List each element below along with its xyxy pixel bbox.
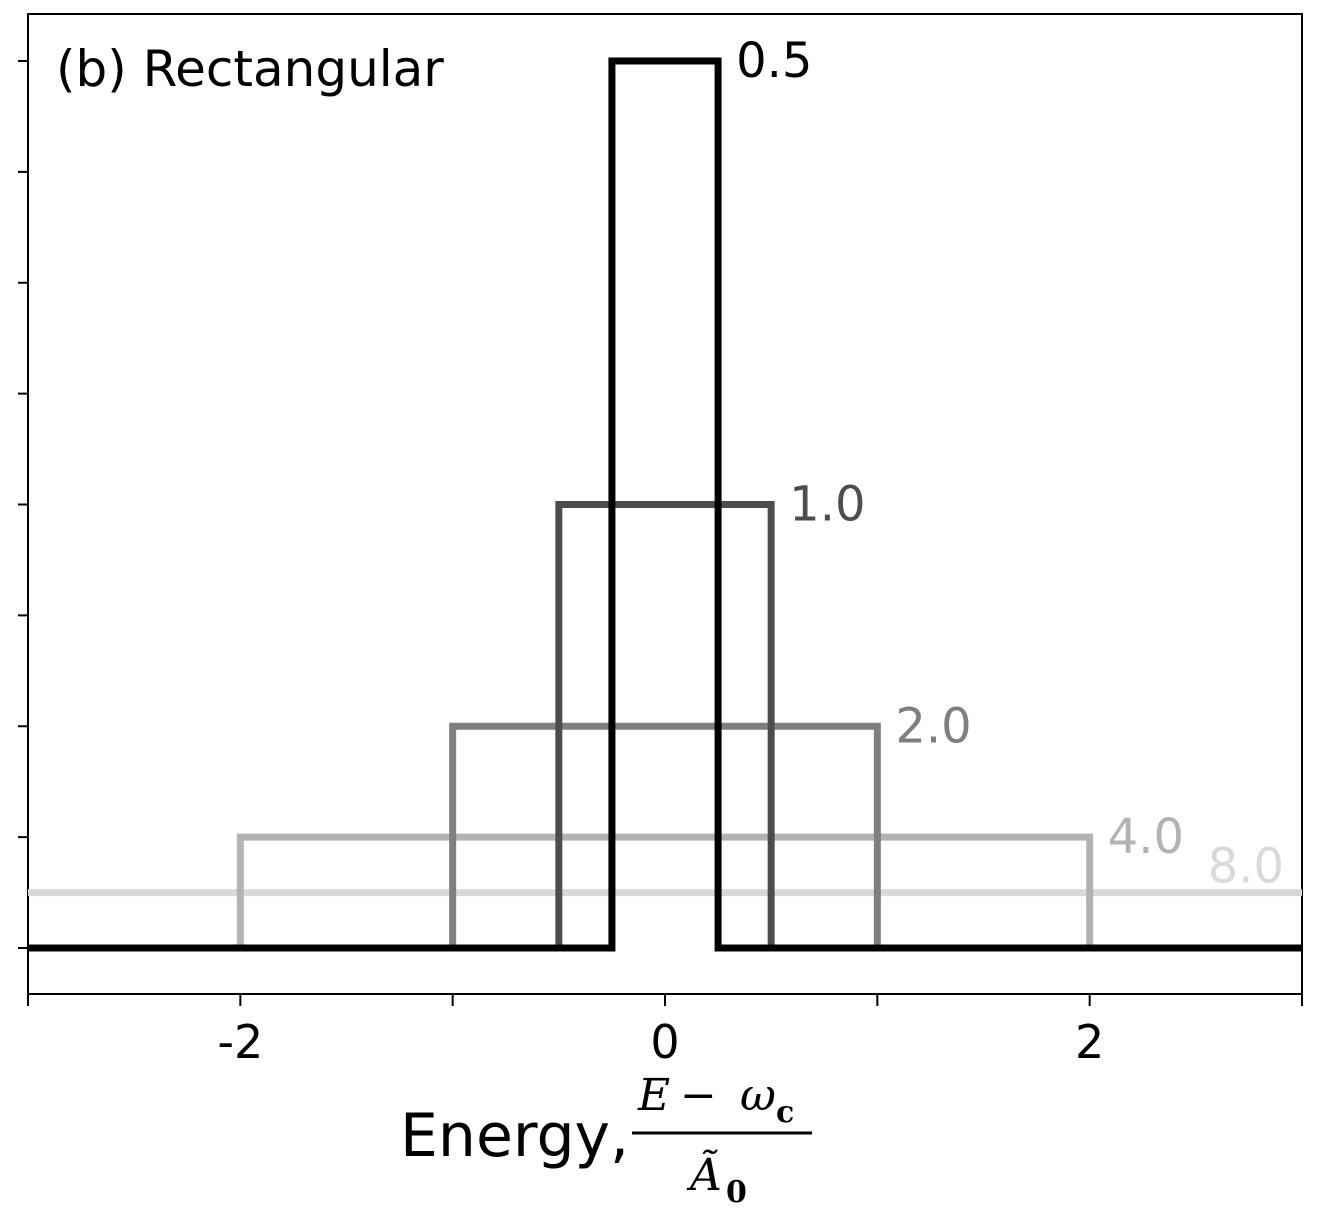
- x-axis-label-numerator-var: E: [637, 1070, 670, 1121]
- x-axis-label-prefix: Energy,: [400, 1101, 629, 1171]
- series-label-4.0: 4.0: [1108, 809, 1184, 865]
- x-tick-label: -2: [217, 1015, 263, 1069]
- series-line-0.5: [28, 57, 1302, 952]
- series-label-2.0: 2.0: [895, 698, 971, 754]
- chart-title: (b) Rectangular: [56, 40, 444, 98]
- x-axis-label: Energy, E − ω c Ã 0: [400, 1070, 812, 1210]
- series-group: [28, 57, 1302, 952]
- x-axis-label-numerator-sym: ω: [740, 1070, 776, 1121]
- series-label-0.5: 0.5: [736, 33, 812, 89]
- x-tick-label: 2: [1075, 1015, 1104, 1069]
- x-axis-label-denominator-sub: 0: [726, 1175, 747, 1210]
- x-axis-ticks: -2 0 2: [27, 994, 1303, 1069]
- x-axis-label-numerator-sub: c: [776, 1095, 794, 1130]
- y-axis-ticks: [18, 60, 28, 949]
- x-axis-label-numerator-op: −: [680, 1070, 717, 1121]
- x-axis-label-denominator-sym: Ã: [686, 1148, 722, 1201]
- x-tick-label: 0: [650, 1015, 679, 1069]
- series-labels: 8.0 4.0 2.0 1.0 0.5: [736, 33, 1284, 895]
- series-label-1.0: 1.0: [789, 477, 865, 533]
- series-label-8.0: 8.0: [1208, 839, 1284, 895]
